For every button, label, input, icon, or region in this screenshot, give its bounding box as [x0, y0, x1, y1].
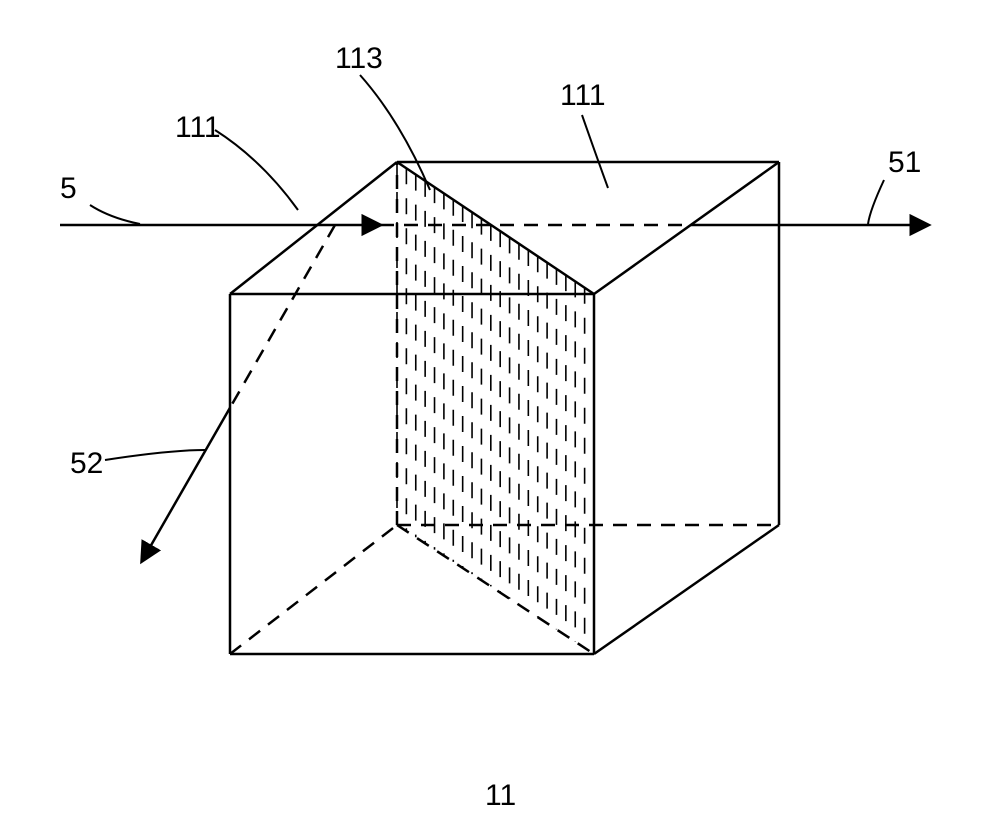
- svg-text:5: 5: [60, 172, 77, 205]
- svg-text:51: 51: [888, 146, 921, 179]
- svg-text:113: 113: [335, 42, 383, 75]
- svg-text:111: 111: [175, 111, 221, 144]
- svg-text:111: 111: [560, 79, 606, 112]
- svg-text:52: 52: [70, 447, 103, 480]
- svg-text:11: 11: [485, 779, 516, 812]
